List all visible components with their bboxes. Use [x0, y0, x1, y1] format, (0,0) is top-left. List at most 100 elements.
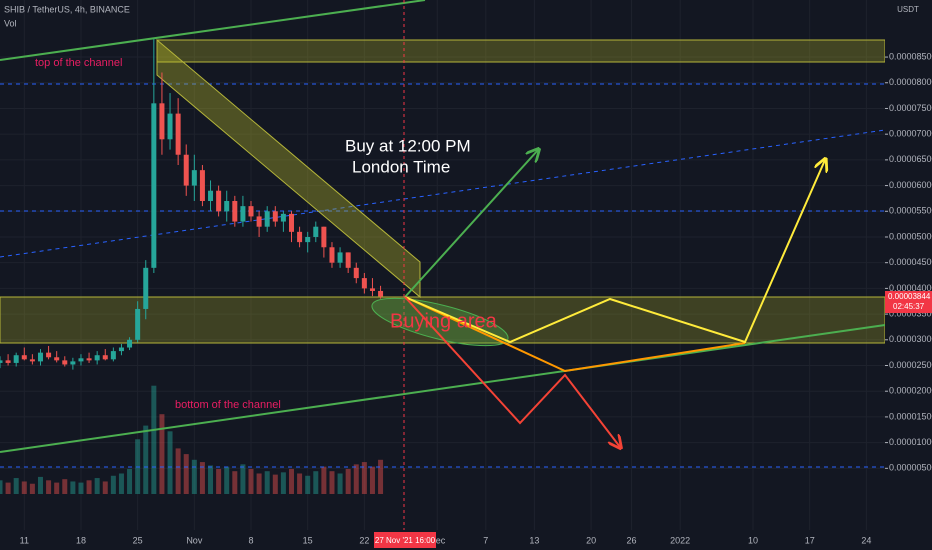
y-tick-label: 0.00008000: [889, 77, 932, 87]
volume-bar: [62, 479, 68, 494]
x-tick-label: Dec: [429, 535, 446, 545]
y-tick-label: 0.00001500: [889, 411, 932, 421]
candle-body: [216, 190, 222, 212]
x-tick-label: 11: [20, 535, 29, 545]
price-axis: [885, 0, 932, 550]
x-tick-label: 20: [586, 535, 596, 545]
countdown: 02:45:37: [893, 302, 925, 311]
volume-bar: [369, 466, 375, 494]
volume-bar: [329, 471, 335, 494]
x-tick-label: 26: [627, 535, 637, 545]
y-tick-label: 0.00006500: [889, 154, 932, 164]
x-tick-label: 2022: [670, 535, 690, 545]
volume-bar: [5, 482, 11, 494]
candle-body: [353, 267, 359, 279]
candle-body: [199, 170, 205, 201]
candle-body: [37, 352, 43, 362]
crosshair-tag: [374, 532, 436, 548]
volume-bar: [191, 459, 197, 494]
volume-bar: [94, 478, 100, 494]
buy-ellipse: [371, 297, 509, 347]
candle-body: [369, 288, 375, 291]
candle-body: [94, 355, 100, 361]
crosshair-date: 27 Nov '21 16:00: [375, 536, 436, 545]
resistance-zone: [156, 39, 886, 63]
candle-body: [224, 200, 230, 212]
candle-body: [256, 216, 262, 227]
candle-body: [13, 355, 19, 363]
y-tick-label: 0.00007000: [889, 129, 932, 139]
volume-bar: [86, 480, 92, 494]
y-tick-label: 0.00005500: [889, 206, 932, 216]
y-tick-label: 0.00002500: [889, 360, 932, 370]
candle-body: [183, 154, 189, 186]
annotation: top of the channel: [35, 57, 122, 69]
volume-label: Vol: [4, 18, 17, 28]
volume-bar: [305, 475, 311, 494]
volume-bar: [183, 454, 189, 494]
candle-body: [321, 226, 327, 248]
candle-body: [313, 226, 319, 237]
candle-body: [264, 211, 270, 227]
candle-body: [167, 113, 173, 140]
x-tick-label: 8: [248, 535, 253, 545]
x-tick-label: Nov: [186, 535, 203, 545]
volume-bar: [353, 464, 359, 494]
symbol: SHIB / TetherUS, 4h, BINANCE: [4, 4, 130, 14]
y-tick-label: 0.00004000: [889, 283, 932, 293]
volume-bar: [13, 478, 19, 494]
candle-body: [191, 170, 197, 186]
volume-bar: [151, 385, 157, 494]
price-tag: [885, 291, 932, 313]
volume-bar: [361, 462, 367, 494]
x-tick-label: 10: [748, 535, 758, 545]
volume-bar: [175, 448, 181, 494]
volume-bar: [143, 425, 149, 494]
channel-bottom-line: [0, 324, 886, 453]
volume-bar: [70, 481, 76, 494]
path-arrow: [404, 296, 746, 373]
x-tick-label: 17: [805, 535, 815, 545]
volume-bar: [378, 459, 384, 494]
volume-bar: [159, 414, 165, 494]
volume-bar: [264, 471, 270, 494]
candle-body: [159, 103, 165, 140]
candle-body: [86, 358, 92, 361]
candle-body: [329, 247, 335, 263]
candle-body: [175, 113, 181, 155]
y-tick-label: 0.00006000: [889, 180, 932, 190]
annotation: Buy at 12:00 PM: [345, 136, 471, 155]
candle-body: [288, 213, 294, 232]
x-tick-label: 13: [529, 535, 539, 545]
candle-body: [21, 355, 27, 360]
candle-body: [337, 252, 343, 263]
x-tick-label: 15: [303, 535, 313, 545]
volume-bar: [232, 471, 238, 494]
y-tick-label: 0.00004500: [889, 257, 932, 267]
volume-bar: [78, 482, 84, 494]
candle-body: [102, 355, 108, 360]
x-tick-label: 18: [76, 535, 86, 545]
volume-bar: [216, 468, 222, 494]
volume-bar: [54, 482, 60, 494]
candle-body: [0, 360, 3, 363]
annotation: bottom of the channel: [175, 399, 281, 411]
currency: USDT: [897, 5, 919, 14]
candle-body: [110, 351, 116, 360]
volume-bar: [337, 473, 343, 494]
candles: [0, 39, 384, 370]
time-axis: [0, 530, 932, 550]
y-tick-label: 0.00001000: [889, 437, 932, 447]
x-tick-label: 7: [483, 535, 488, 545]
y-tick-label: 0.00002000: [889, 386, 932, 396]
bull-arrow: [404, 150, 538, 298]
annotation: Buying area: [390, 310, 498, 332]
volume-bar: [240, 464, 246, 494]
y-tick-label: 0.00003500: [889, 308, 932, 318]
candle-body: [78, 358, 84, 362]
y-tick-label: 0.00003000: [889, 334, 932, 344]
candle-body: [248, 206, 254, 217]
axes: 0.00008500 0.00008000 0.00007500 0.00007000…: [20, 51, 932, 545]
volume-bar: [345, 468, 351, 494]
